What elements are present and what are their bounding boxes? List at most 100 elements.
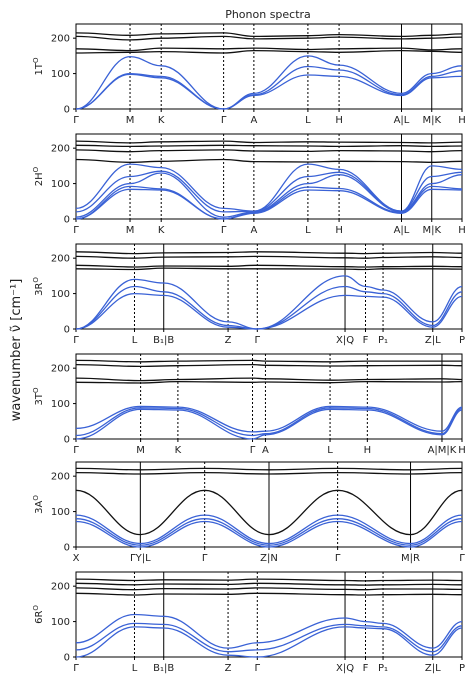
optic-band [75, 467, 463, 471]
panel-3r: 0 100 200 Γ L B₁|B Z Γ X|Q F P₁ Z|L P 3RO [32, 243, 465, 346]
acoustic-band [75, 613, 463, 649]
x-tick-label: A [262, 445, 269, 456]
x-tick-label: M [136, 445, 145, 456]
chart-title: Phonon spectra [225, 8, 311, 21]
x-tick-label: Γ [459, 553, 465, 564]
x-tick-label: M [126, 225, 135, 236]
optic-band [75, 32, 463, 38]
panel-3a: 0 100 200 X ΓY|L Γ Z|N Γ M|R Γ 3AO [32, 461, 465, 564]
panel-2h: 0 100 200 Γ M K Γ A L H A|L M|K H 2HO [32, 133, 466, 236]
y-tick-label: 200 [51, 582, 70, 593]
y-tick-label: 200 [51, 364, 70, 375]
panel-label: 3RO [32, 277, 45, 296]
y-tick-label: 100 [51, 617, 70, 628]
y-tick-label: 0 [64, 543, 70, 554]
panel-label: 3TO [32, 387, 45, 405]
optic-band [75, 255, 463, 259]
x-tick-label: M|K [422, 225, 441, 236]
x-tick-label: F [363, 663, 369, 674]
acoustic-band [75, 163, 463, 212]
panel-label-sup: O [32, 387, 40, 393]
y-tick-label: 200 [51, 254, 70, 265]
y-tick-label: 200 [51, 472, 70, 483]
acoustic-band [75, 514, 463, 545]
acoustic-band [75, 170, 463, 213]
x-tick-label: Γ [202, 553, 208, 564]
y-axis-label: wavenumber ν̃ [cm⁻¹] [9, 279, 24, 422]
x-tick-label: X|Q [336, 335, 354, 346]
y-tick-label: 200 [51, 34, 70, 45]
acoustic-band [75, 626, 463, 658]
panel-frame [75, 353, 463, 440]
x-tick-label: L [305, 225, 311, 236]
x-tick-label: B₁|B [153, 335, 174, 346]
x-tick-label: Z|N [260, 553, 278, 564]
x-tick-label: A [250, 225, 257, 236]
panel-label: 6RO [32, 605, 45, 624]
x-tick-label: X|Q [336, 663, 354, 674]
panel-label-sup: O [32, 277, 40, 283]
x-tick-label: L [132, 335, 138, 346]
panel-1t: 0 100 200 Γ M K Γ A L H A|L M|K H 1TO [32, 23, 466, 126]
x-tick-label: Z [225, 335, 232, 346]
acoustic-band [75, 518, 463, 546]
acoustic-band [75, 407, 463, 437]
x-tick-label: P [459, 663, 465, 674]
optic-band [75, 592, 463, 596]
optic-band [75, 380, 463, 384]
x-tick-label: P₁ [378, 663, 388, 674]
x-tick-label: X [73, 553, 80, 564]
x-tick-label: A|M|K [428, 445, 457, 456]
acoustic-band [75, 292, 463, 330]
x-tick-label: ΓY|L [130, 553, 151, 564]
optic-band [75, 582, 463, 586]
panel-label-sup: O [32, 57, 40, 63]
y-tick-label: 0 [64, 435, 70, 446]
x-tick-label: Γ [335, 553, 341, 564]
x-tick-label: A [250, 115, 257, 126]
x-tick-label: M|R [401, 553, 420, 564]
y-tick-label: 100 [51, 179, 70, 190]
y-tick-label: 100 [51, 507, 70, 518]
optic-band [75, 489, 463, 536]
panel-frame [75, 23, 463, 110]
panel-label: 1TO [32, 57, 45, 75]
x-tick-label: H [335, 225, 343, 236]
x-tick-label: Γ [73, 115, 79, 126]
y-tick-label: 0 [64, 105, 70, 116]
optic-band [75, 149, 463, 153]
acoustic-band [75, 408, 463, 440]
x-tick-label: H [458, 225, 466, 236]
x-tick-label: Γ [255, 335, 261, 346]
x-tick-label: L [327, 445, 333, 456]
acoustic-band [75, 622, 463, 653]
panel-label: 2HO [32, 166, 45, 186]
y-tick-label: 100 [51, 69, 70, 80]
acoustic-band [75, 405, 463, 433]
x-tick-label: Z [225, 663, 232, 674]
x-tick-label: H [335, 115, 343, 126]
x-tick-label: Γ [73, 663, 79, 674]
optic-band [75, 144, 463, 148]
x-tick-label: H [364, 445, 372, 456]
optic-band [75, 578, 463, 582]
x-tick-label: H [458, 115, 466, 126]
acoustic-band [75, 172, 463, 218]
acoustic-band [75, 188, 463, 220]
panel-frame [75, 571, 463, 658]
x-tick-label: Γ [255, 663, 261, 674]
x-tick-label: Γ [73, 445, 79, 456]
panel-label-sup: O [32, 166, 40, 172]
acoustic-band [75, 55, 463, 110]
acoustic-band [75, 520, 463, 548]
optic-band [75, 251, 463, 255]
optic-band [75, 267, 463, 271]
x-tick-label: L [132, 663, 138, 674]
x-tick-label: M [126, 115, 135, 126]
optic-band [75, 363, 463, 368]
y-tick-label: 0 [64, 215, 70, 226]
x-tick-label: Γ [221, 115, 227, 126]
